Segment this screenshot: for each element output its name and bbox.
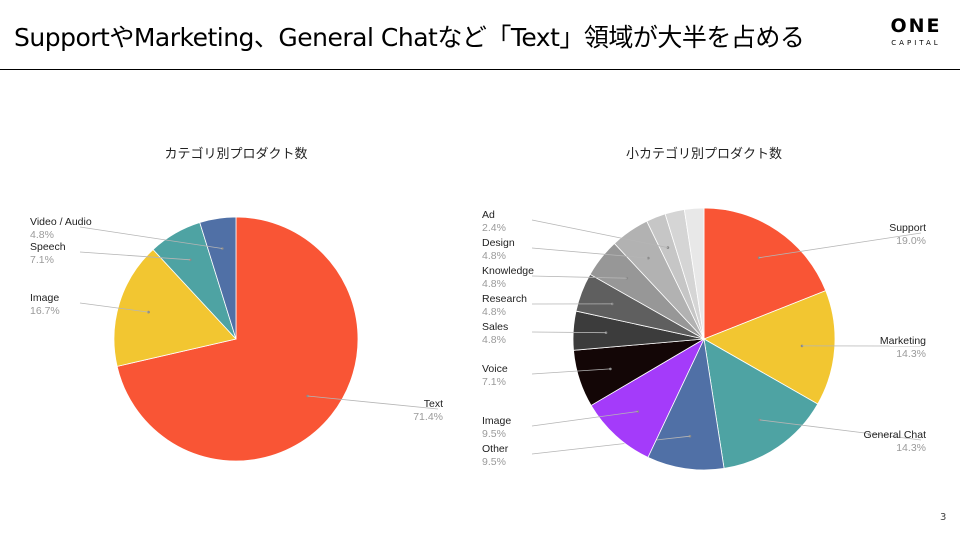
pie-slice-text <box>116 216 359 462</box>
leader-line-sales <box>531 331 607 334</box>
slice-label-ad: Ad <box>482 209 495 221</box>
slice-label-text: Text <box>424 398 443 410</box>
pie-slice-marketing <box>703 290 836 405</box>
slice-label-knowledge: Knowledge <box>482 265 534 277</box>
pie-slice-other <box>647 337 725 471</box>
logo-sub-text: CAPITAL <box>891 39 941 47</box>
slice-label-voice: Voice <box>482 363 508 375</box>
slice-value-ad: 2.4% <box>482 222 506 234</box>
slice-label-speech: Speech <box>30 241 66 253</box>
slice-value-voice: 7.1% <box>482 376 506 388</box>
slide-title: SupportやMarketing、General Chatなど「Text」領域… <box>14 23 805 52</box>
slice-label-support: Support <box>889 222 926 234</box>
slice-label-general-chat: General Chat <box>864 429 927 441</box>
slice-value-image: 9.5% <box>482 428 506 440</box>
slice-value-sales: 4.8% <box>482 334 506 346</box>
slice-label-image: Image <box>482 415 511 427</box>
title-divider <box>0 69 960 70</box>
pie-slice-support <box>703 207 827 340</box>
slice-value-speech: 7.1% <box>30 254 54 266</box>
leader-line-image <box>79 302 149 313</box>
slice-value-general-chat: 14.3% <box>896 442 926 454</box>
slice-value-support: 19.0% <box>896 235 926 247</box>
leader-line-design <box>531 247 649 259</box>
slice-value-knowledge: 4.8% <box>482 278 506 290</box>
logo-main-text: ONE <box>890 15 942 37</box>
slice-label-other: Other <box>482 443 509 455</box>
slice-label-design: Design <box>482 237 515 249</box>
slice-label-research: Research <box>482 293 527 305</box>
slice-value-other: 9.5% <box>482 456 506 468</box>
slice-label-video-audio: Video / Audio <box>30 216 92 228</box>
pie-slice-general-chat <box>703 338 819 469</box>
leader-line-general-chat <box>759 419 922 441</box>
leader-line-speech <box>79 251 191 261</box>
slice-value-text: 71.4% <box>413 411 443 423</box>
chart-title-category: カテゴリ別プロダクト数 <box>164 146 307 162</box>
slice-value-video-audio: 4.8% <box>30 229 54 241</box>
leader-line-image <box>531 411 638 427</box>
slice-label-image: Image <box>30 292 59 304</box>
pie-slice-image <box>113 248 237 367</box>
slice-label-marketing: Marketing <box>880 335 926 347</box>
leader-dot-image <box>147 310 150 314</box>
leader-line-support <box>759 232 922 259</box>
pie-slice-image <box>590 337 705 458</box>
leader-line-other <box>531 435 690 455</box>
leader-line-text <box>307 395 439 410</box>
slice-value-image: 16.7% <box>30 305 60 317</box>
leader-line-ad <box>531 219 668 248</box>
leader-dot-design <box>647 256 650 260</box>
leader-line-voice <box>531 368 611 375</box>
leader-line-video-audio <box>79 226 223 249</box>
slice-label-sales: Sales <box>482 321 508 333</box>
slice-value-marketing: 14.3% <box>896 348 926 360</box>
chart-title-subcategory: 小カテゴリ別プロダクト数 <box>626 146 782 162</box>
pie-slice-video-audio <box>199 216 237 340</box>
leader-line-knowledge <box>531 275 627 279</box>
slice-value-research: 4.8% <box>482 306 506 318</box>
pie-slice-unlabeled-12 <box>683 207 705 340</box>
slice-value-design: 4.8% <box>482 250 506 262</box>
one-capital-logo: ONE CAPITAL <box>880 16 952 48</box>
page-number: 3 <box>940 512 947 523</box>
